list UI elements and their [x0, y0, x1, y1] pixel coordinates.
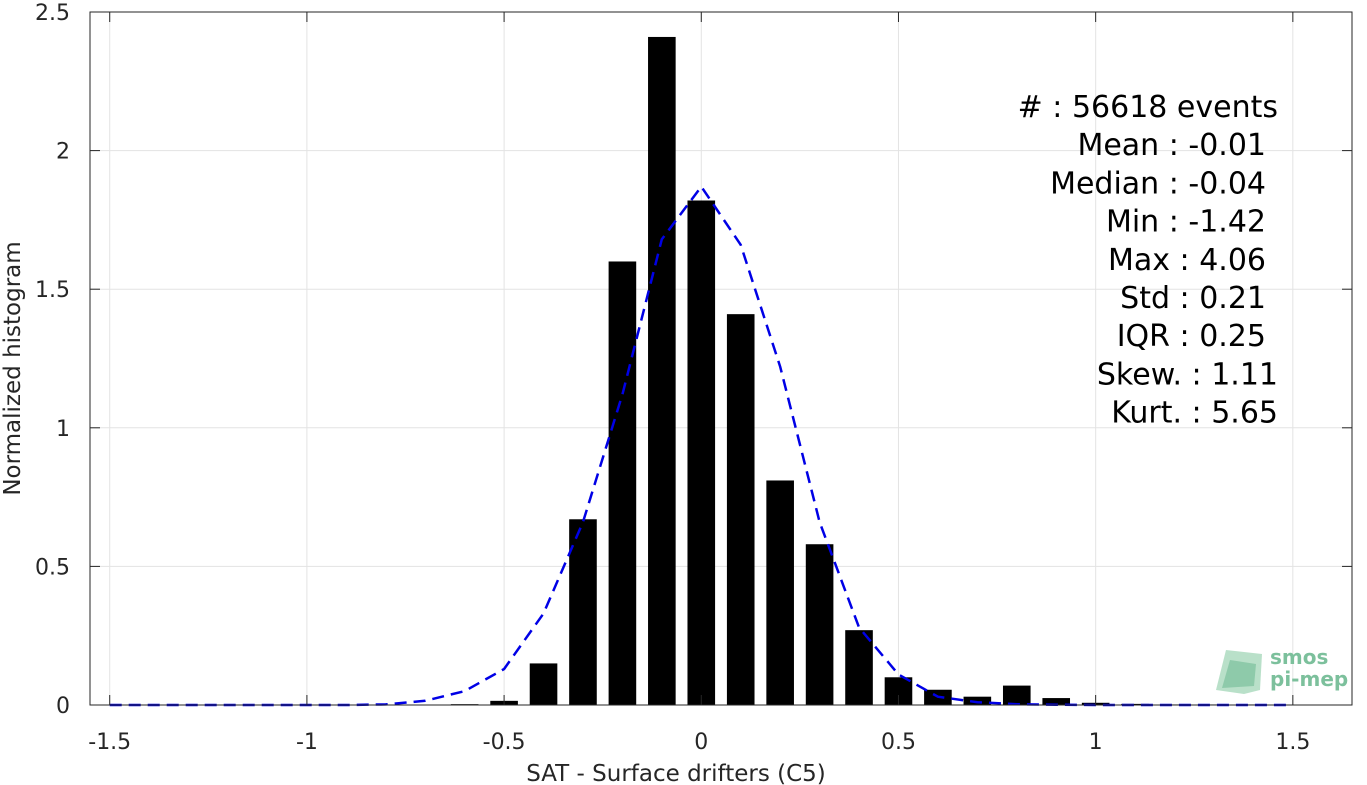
stat-line-2: Median : -0.04: [1050, 166, 1266, 201]
stat-line-5: Std : 0.21: [1120, 281, 1266, 316]
x-tick-label-2: -0.5: [483, 730, 526, 755]
bar-26: [1121, 703, 1149, 705]
y-tick-label-3: 1.5: [35, 278, 70, 303]
bar-22: [963, 696, 992, 705]
bar-18: [805, 544, 834, 705]
logo-line-1: smos: [1270, 645, 1328, 669]
x-tick-label-1: -1: [296, 730, 318, 755]
x-tick-label-6: 1.5: [1275, 730, 1310, 755]
x-tick-label-4: 0.5: [881, 730, 916, 755]
bar-17: [766, 480, 794, 705]
y-tick-label-0: 0: [56, 694, 70, 719]
bar-14: [648, 36, 676, 705]
bar-19: [845, 630, 873, 705]
bar-23: [1002, 685, 1031, 705]
stat-line-3: Min : -1.42: [1106, 205, 1266, 240]
stat-line-4: Max : 4.06: [1108, 243, 1266, 278]
bar-15: [687, 200, 716, 705]
bar-13: [608, 261, 637, 705]
stat-line-7: Skew. : 1.11: [1097, 357, 1278, 392]
y-axis-ticks: 0 0.5 1 1.5 2 2.5: [35, 1, 1352, 719]
logo-line-2: pi-mep: [1270, 667, 1348, 691]
bar-24: [1042, 698, 1071, 705]
y-tick-label-1: 0.5: [35, 555, 70, 580]
stat-line-8: Kurt. : 5.65: [1111, 396, 1278, 431]
x-tick-label-5: 1: [1089, 730, 1103, 755]
x-tick-label-0: -1.5: [88, 730, 131, 755]
stat-line-6: IQR : 0.25: [1117, 319, 1266, 354]
x-axis-title: SAT - Surface drifters (C5): [526, 761, 826, 785]
y-tick-label-2: 1: [56, 417, 70, 442]
bar-16: [726, 314, 755, 705]
stat-line-1: Mean : -0.01: [1077, 128, 1266, 163]
x-tick-label-3: 0: [694, 730, 708, 755]
bar-11: [529, 663, 558, 705]
y-tick-label-5: 2.5: [35, 1, 70, 26]
y-axis-title: Normalized histogram: [0, 241, 26, 495]
stat-line-0: # : 56618 events: [1018, 90, 1278, 125]
smos-pi-mep-logo: smos pi-mep: [1216, 645, 1348, 694]
logo-shape-accent: [1222, 660, 1256, 688]
plot-frame: [89, 11, 1353, 706]
bar-12: [569, 519, 597, 705]
x-axis-ticks: -1.5 -1 -0.5 0 0.5 1 1.5: [88, 12, 1310, 755]
y-tick-label-4: 2: [56, 140, 70, 165]
bar-series: [450, 36, 1307, 705]
